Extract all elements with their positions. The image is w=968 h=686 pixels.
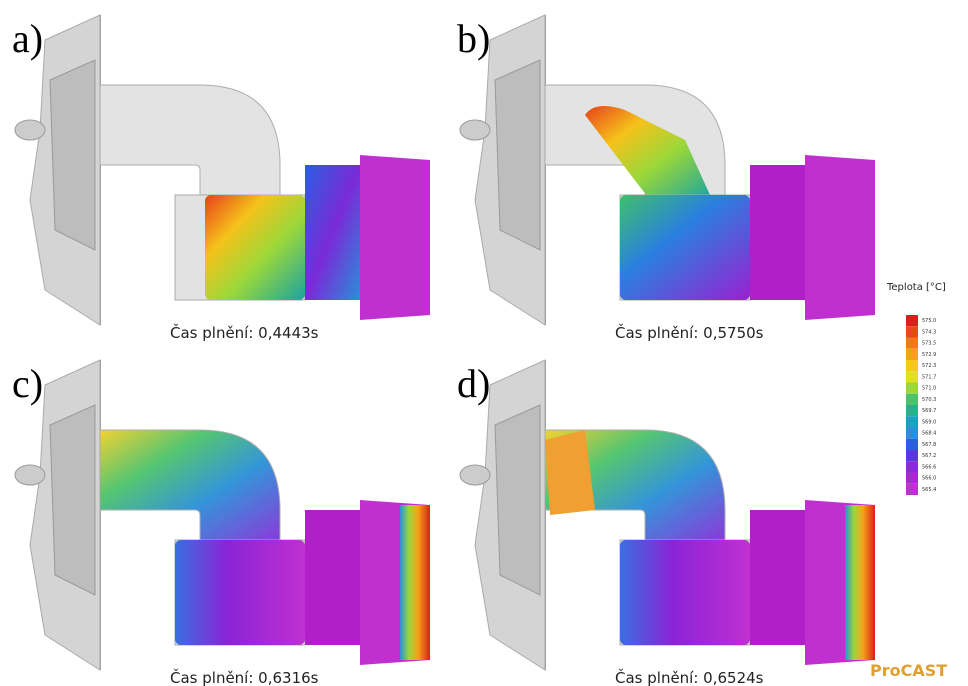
legend-swatch xyxy=(906,383,918,394)
legend-swatch xyxy=(906,473,918,484)
mid-cylinder xyxy=(305,165,360,300)
legend-swatch xyxy=(906,349,918,360)
turbine-blades xyxy=(50,60,95,250)
panel-label: a) xyxy=(12,16,43,61)
legend-swatch xyxy=(906,428,918,439)
turbine-blades xyxy=(495,60,540,250)
legend-label: 569.7 xyxy=(922,408,936,414)
legend-title: Teplota [°C] xyxy=(886,282,946,293)
mid-cylinder xyxy=(750,165,805,300)
panel-caption: Čas plnění: 0,6524s xyxy=(615,668,764,686)
elbow-pipe xyxy=(100,430,280,545)
legend-label: 571.7 xyxy=(922,374,936,380)
panel-caption: Čas plnění: 0,6316s xyxy=(170,668,319,686)
legend-label: 573.5 xyxy=(922,341,936,347)
legend-label: 567.2 xyxy=(922,453,936,459)
turbine-blades xyxy=(495,405,540,595)
panel: a) Čas plnění: 0,4443s xyxy=(12,15,430,342)
legend-swatch xyxy=(906,461,918,472)
filled-tube xyxy=(620,540,750,645)
figure: Teplota [°C] ProCAST a) Čas plnění: 0,444… xyxy=(0,0,968,686)
turbine-blades xyxy=(50,405,95,595)
legend-swatch xyxy=(906,405,918,416)
legend-swatch xyxy=(906,315,918,326)
legend-swatch xyxy=(906,371,918,382)
panel-label: c) xyxy=(12,361,43,406)
legend-label: 575.0 xyxy=(922,318,936,324)
filled-tube xyxy=(620,195,750,300)
legend-swatch xyxy=(906,484,918,495)
legend-label: 571.0 xyxy=(922,386,936,392)
legend-label: 572.9 xyxy=(922,352,936,358)
turbine-hub xyxy=(460,465,490,485)
legend-swatch xyxy=(906,450,918,461)
mid-cylinder xyxy=(305,510,360,645)
legend-label: 572.3 xyxy=(922,363,936,369)
filled-tube xyxy=(175,540,305,645)
legend-label: 566.6 xyxy=(922,464,936,470)
legend-label: 567.8 xyxy=(922,442,936,448)
legend-swatch xyxy=(906,338,918,349)
watermark: ProCAST xyxy=(870,661,947,680)
legend-swatch xyxy=(906,439,918,450)
hot-strip xyxy=(400,505,430,660)
legend-label: 570.3 xyxy=(922,397,936,403)
big-cylinder xyxy=(360,155,430,320)
turbine-hub xyxy=(15,465,45,485)
legend-swatch xyxy=(906,326,918,337)
legend-label: 569.0 xyxy=(922,419,936,425)
panel-label: b) xyxy=(457,16,490,61)
panel-label: d) xyxy=(457,361,490,406)
turbine-hub xyxy=(460,120,490,140)
legend-label: 565.4 xyxy=(922,487,936,493)
panel-caption: Čas plnění: 0,4443s xyxy=(170,323,319,342)
legend-label: 568.4 xyxy=(922,431,936,437)
mid-cylinder xyxy=(750,510,805,645)
legend-swatch xyxy=(906,360,918,371)
legend-label: 574.3 xyxy=(922,329,936,335)
filled-tube xyxy=(205,195,305,300)
panel: d) Čas plnění: 0,6524s xyxy=(457,360,875,686)
legend-swatch xyxy=(906,416,918,427)
elbow-pipe xyxy=(100,85,280,200)
panel: b) Čas plnění: 0,5750s xyxy=(457,15,875,342)
panel-caption: Čas plnění: 0,5750s xyxy=(615,323,764,342)
big-cylinder xyxy=(805,155,875,320)
turbine-hub xyxy=(15,120,45,140)
panel: c) Čas plnění: 0,6316s xyxy=(12,360,430,686)
hot-strip xyxy=(845,505,875,660)
legend-swatch xyxy=(906,394,918,405)
legend-label: 566.0 xyxy=(922,476,936,482)
